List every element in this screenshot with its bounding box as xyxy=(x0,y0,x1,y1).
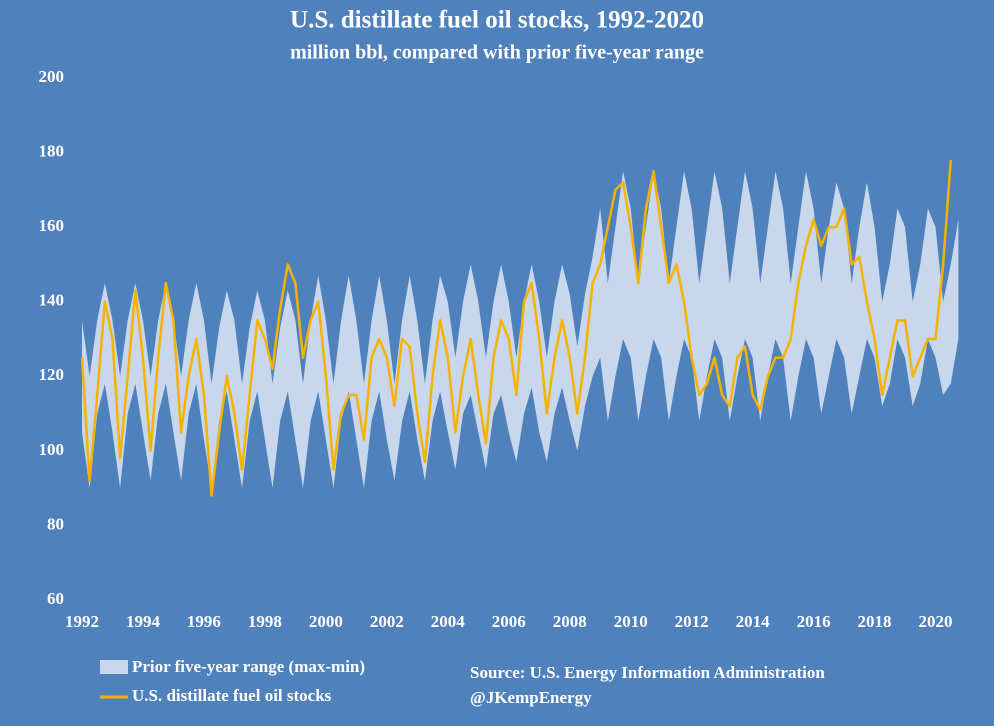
x-tick-label: 1994 xyxy=(126,612,161,631)
range-band xyxy=(82,171,959,489)
x-tick-label: 2010 xyxy=(614,612,648,631)
y-tick-label: 80 xyxy=(47,514,64,533)
y-tick-label: 180 xyxy=(39,141,65,160)
legend-label: U.S. distillate fuel oil stocks xyxy=(132,686,332,705)
x-tick-label: 1998 xyxy=(248,612,282,631)
data-line xyxy=(80,159,953,497)
x-tick-label: 2004 xyxy=(431,612,466,631)
source-note: Source: U.S. Energy Information Administ… xyxy=(470,663,825,682)
x-tick-label: 2012 xyxy=(675,612,709,631)
y-tick-label: 160 xyxy=(39,216,65,235)
x-tick-label: 2020 xyxy=(919,612,953,631)
x-tick-label: 2014 xyxy=(736,612,771,631)
x-tick-label: 2006 xyxy=(492,612,526,631)
author-note: @JKempEnergy xyxy=(470,688,592,707)
chart-subtitle: million bbl, compared with prior five-ye… xyxy=(290,42,704,64)
y-tick-label: 120 xyxy=(39,365,65,384)
legend-label: Prior five-year range (max-min) xyxy=(132,657,365,676)
y-tick-label: 60 xyxy=(47,589,64,608)
legend-swatch xyxy=(100,660,128,674)
y-tick-label: 140 xyxy=(39,291,65,310)
chart-title: U.S. distillate fuel oil stocks, 1992-20… xyxy=(290,7,704,34)
y-tick-label: 200 xyxy=(39,67,65,86)
x-tick-label: 2008 xyxy=(553,612,587,631)
x-tick-label: 2002 xyxy=(370,612,404,631)
y-tick-label: 100 xyxy=(39,440,65,459)
x-tick-label: 1996 xyxy=(187,612,221,631)
x-tick-label: 2018 xyxy=(858,612,892,631)
x-tick-label: 1992 xyxy=(65,612,99,631)
x-tick-label: 2016 xyxy=(797,612,831,631)
plot-area: 60 80 100 120 140 160 180 200 1992 1994 1996 1998 20… xyxy=(39,67,959,631)
x-tick-label: 2000 xyxy=(309,612,343,631)
